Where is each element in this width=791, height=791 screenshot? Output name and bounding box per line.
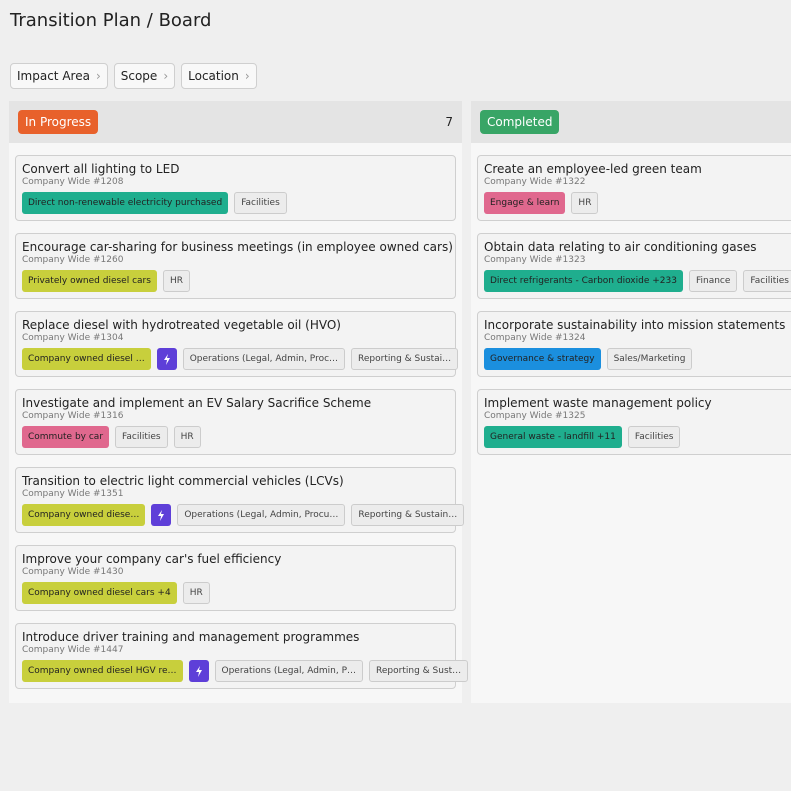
tag: Sales/Marketing bbox=[606, 348, 693, 370]
bolt-icon bbox=[188, 660, 209, 682]
card-subtitle: Company Wide #1430 bbox=[22, 567, 124, 577]
tag-list: Governance & strategy Sales/Marketing bbox=[484, 348, 693, 370]
card-subtitle: Company Wide #1304 bbox=[22, 333, 124, 343]
card-title: Introduce driver training and management… bbox=[22, 630, 360, 644]
tag: HR bbox=[571, 192, 599, 214]
filter-button[interactable]: Scope bbox=[113, 63, 176, 89]
tag: Direct non-renewable electricity purchas… bbox=[22, 192, 229, 214]
card-subtitle: Company Wide #1316 bbox=[22, 411, 124, 421]
column-title: Completed bbox=[480, 110, 560, 134]
card-subtitle: Company Wide #1447 bbox=[22, 645, 124, 655]
tag: Facilities bbox=[234, 192, 287, 214]
tag: Operations (Legal, Admin, Proc… bbox=[182, 348, 346, 370]
tag-list: General waste - landfill +11 Facilities bbox=[484, 426, 681, 448]
tag: HR bbox=[182, 582, 210, 604]
tag: Company owned diesel cars +4 bbox=[22, 582, 177, 604]
filter-bar: Impact AreaScopeLocation bbox=[10, 63, 257, 89]
card-title: Convert all lighting to LED bbox=[22, 162, 180, 176]
card-title: Create an employee-led green team bbox=[484, 162, 702, 176]
tag: Facilities bbox=[115, 426, 168, 448]
task-card[interactable]: Replace diesel with hydrotreated vegetab… bbox=[15, 311, 459, 377]
card-subtitle: Company Wide #1324 bbox=[484, 333, 586, 343]
card-title: Transition to electric light commercial … bbox=[22, 474, 344, 488]
task-card[interactable]: Incorporate sustainability into mission … bbox=[477, 311, 791, 377]
tag: Finance bbox=[688, 270, 738, 292]
page-title: Transition Plan / Board bbox=[10, 10, 212, 31]
tag: Commute by car bbox=[22, 426, 110, 448]
tag-list: Commute by car Facilities HR bbox=[22, 426, 201, 448]
card-subtitle: Company Wide #1351 bbox=[22, 489, 124, 499]
tag-list: Company owned diesel … Operations (Legal,… bbox=[22, 348, 459, 370]
card-subtitle: Company Wide #1260 bbox=[22, 255, 124, 265]
tag: Facilities bbox=[743, 270, 791, 292]
card-title: Encourage car-sharing for business meeti… bbox=[22, 240, 453, 254]
bolt-glyph bbox=[158, 509, 165, 521]
tag-list: Privately owned diesel cars HR bbox=[22, 270, 190, 292]
tag-list: Direct non-renewable electricity purchas… bbox=[22, 192, 287, 214]
task-card[interactable]: Improve your company car's fuel efficien… bbox=[15, 545, 456, 611]
card-subtitle: Company Wide #1325 bbox=[484, 411, 586, 421]
tag: Company owned diesel … bbox=[22, 348, 151, 370]
card-title: Incorporate sustainability into mission … bbox=[484, 318, 786, 332]
tag-list: Company owned diesel HGV re… Operations (… bbox=[22, 660, 469, 682]
column-header: In Progress 7 bbox=[9, 101, 462, 143]
card-title: Investigate and implement an EV Salary S… bbox=[22, 396, 372, 410]
tag: HR bbox=[162, 270, 190, 292]
card-subtitle: Company Wide #1208 bbox=[22, 177, 124, 187]
filter-button[interactable]: Location bbox=[181, 63, 257, 89]
tag: Privately owned diesel cars bbox=[22, 270, 157, 292]
tag: Facilities bbox=[627, 426, 681, 448]
task-card[interactable]: Convert all lighting to LED Company Wide … bbox=[15, 155, 456, 221]
filter-button[interactable]: Impact Area bbox=[10, 63, 108, 89]
card-title: Improve your company car's fuel efficien… bbox=[22, 552, 282, 566]
tag: Reporting & Sustain… bbox=[351, 504, 465, 526]
tag: Operations (Legal, Admin, Procu… bbox=[177, 504, 346, 526]
tag: HR bbox=[173, 426, 201, 448]
tag-list: Engage & learn HR bbox=[484, 192, 599, 214]
bolt-icon bbox=[151, 504, 172, 526]
bolt-glyph bbox=[163, 353, 170, 365]
task-card[interactable]: Create an employee-led green team Company… bbox=[477, 155, 791, 221]
card-title: Implement waste management policy bbox=[484, 396, 712, 410]
tag: Company owned diese… bbox=[22, 504, 146, 526]
column-header: Completed bbox=[471, 101, 791, 143]
task-card[interactable]: Investigate and implement an EV Salary S… bbox=[15, 389, 456, 455]
tag: Reporting & Sustai… bbox=[351, 348, 459, 370]
card-subtitle: Company Wide #1322 bbox=[484, 177, 586, 187]
tag-list: Company owned diese… Operations (Legal, A… bbox=[22, 504, 465, 526]
tag-list: Direct refrigerants - Carbon dioxide +23… bbox=[484, 270, 791, 292]
tag-list: Company owned diesel cars +4 HR bbox=[22, 582, 210, 604]
tag: Reporting & Sust… bbox=[369, 660, 469, 682]
tag: Company owned diesel HGV re… bbox=[22, 660, 183, 682]
card-subtitle: Company Wide #1323 bbox=[484, 255, 586, 265]
bolt-icon bbox=[156, 348, 177, 370]
card-title: Replace diesel with hydrotreated vegetab… bbox=[22, 318, 341, 332]
board: In Progress 7 Convert all lighting to LED C… bbox=[9, 101, 791, 703]
board-column: In Progress 7 Convert all lighting to LED C… bbox=[9, 101, 469, 703]
tag: Operations (Legal, Admin, P… bbox=[214, 660, 364, 682]
column-count: 7 bbox=[445, 115, 453, 129]
task-card[interactable]: Implement waste management policy Company… bbox=[477, 389, 791, 455]
task-card[interactable]: Encourage car-sharing for business meeti… bbox=[15, 233, 456, 299]
task-card[interactable]: Obtain data relating to air conditioning… bbox=[477, 233, 791, 299]
tag: Engage & learn bbox=[484, 192, 566, 214]
task-card[interactable]: Introduce driver training and management… bbox=[15, 623, 469, 689]
card-title: Obtain data relating to air conditioning… bbox=[484, 240, 757, 254]
tag: General waste - landfill +11 bbox=[484, 426, 622, 448]
board-column: Completed Create an employee-led green te… bbox=[471, 101, 791, 703]
task-card[interactable]: Transition to electric light commercial … bbox=[15, 467, 465, 533]
tag: Governance & strategy bbox=[484, 348, 601, 370]
tag: Direct refrigerants - Carbon dioxide +23… bbox=[484, 270, 683, 292]
column-title: In Progress bbox=[18, 110, 99, 134]
bolt-glyph bbox=[195, 665, 202, 677]
